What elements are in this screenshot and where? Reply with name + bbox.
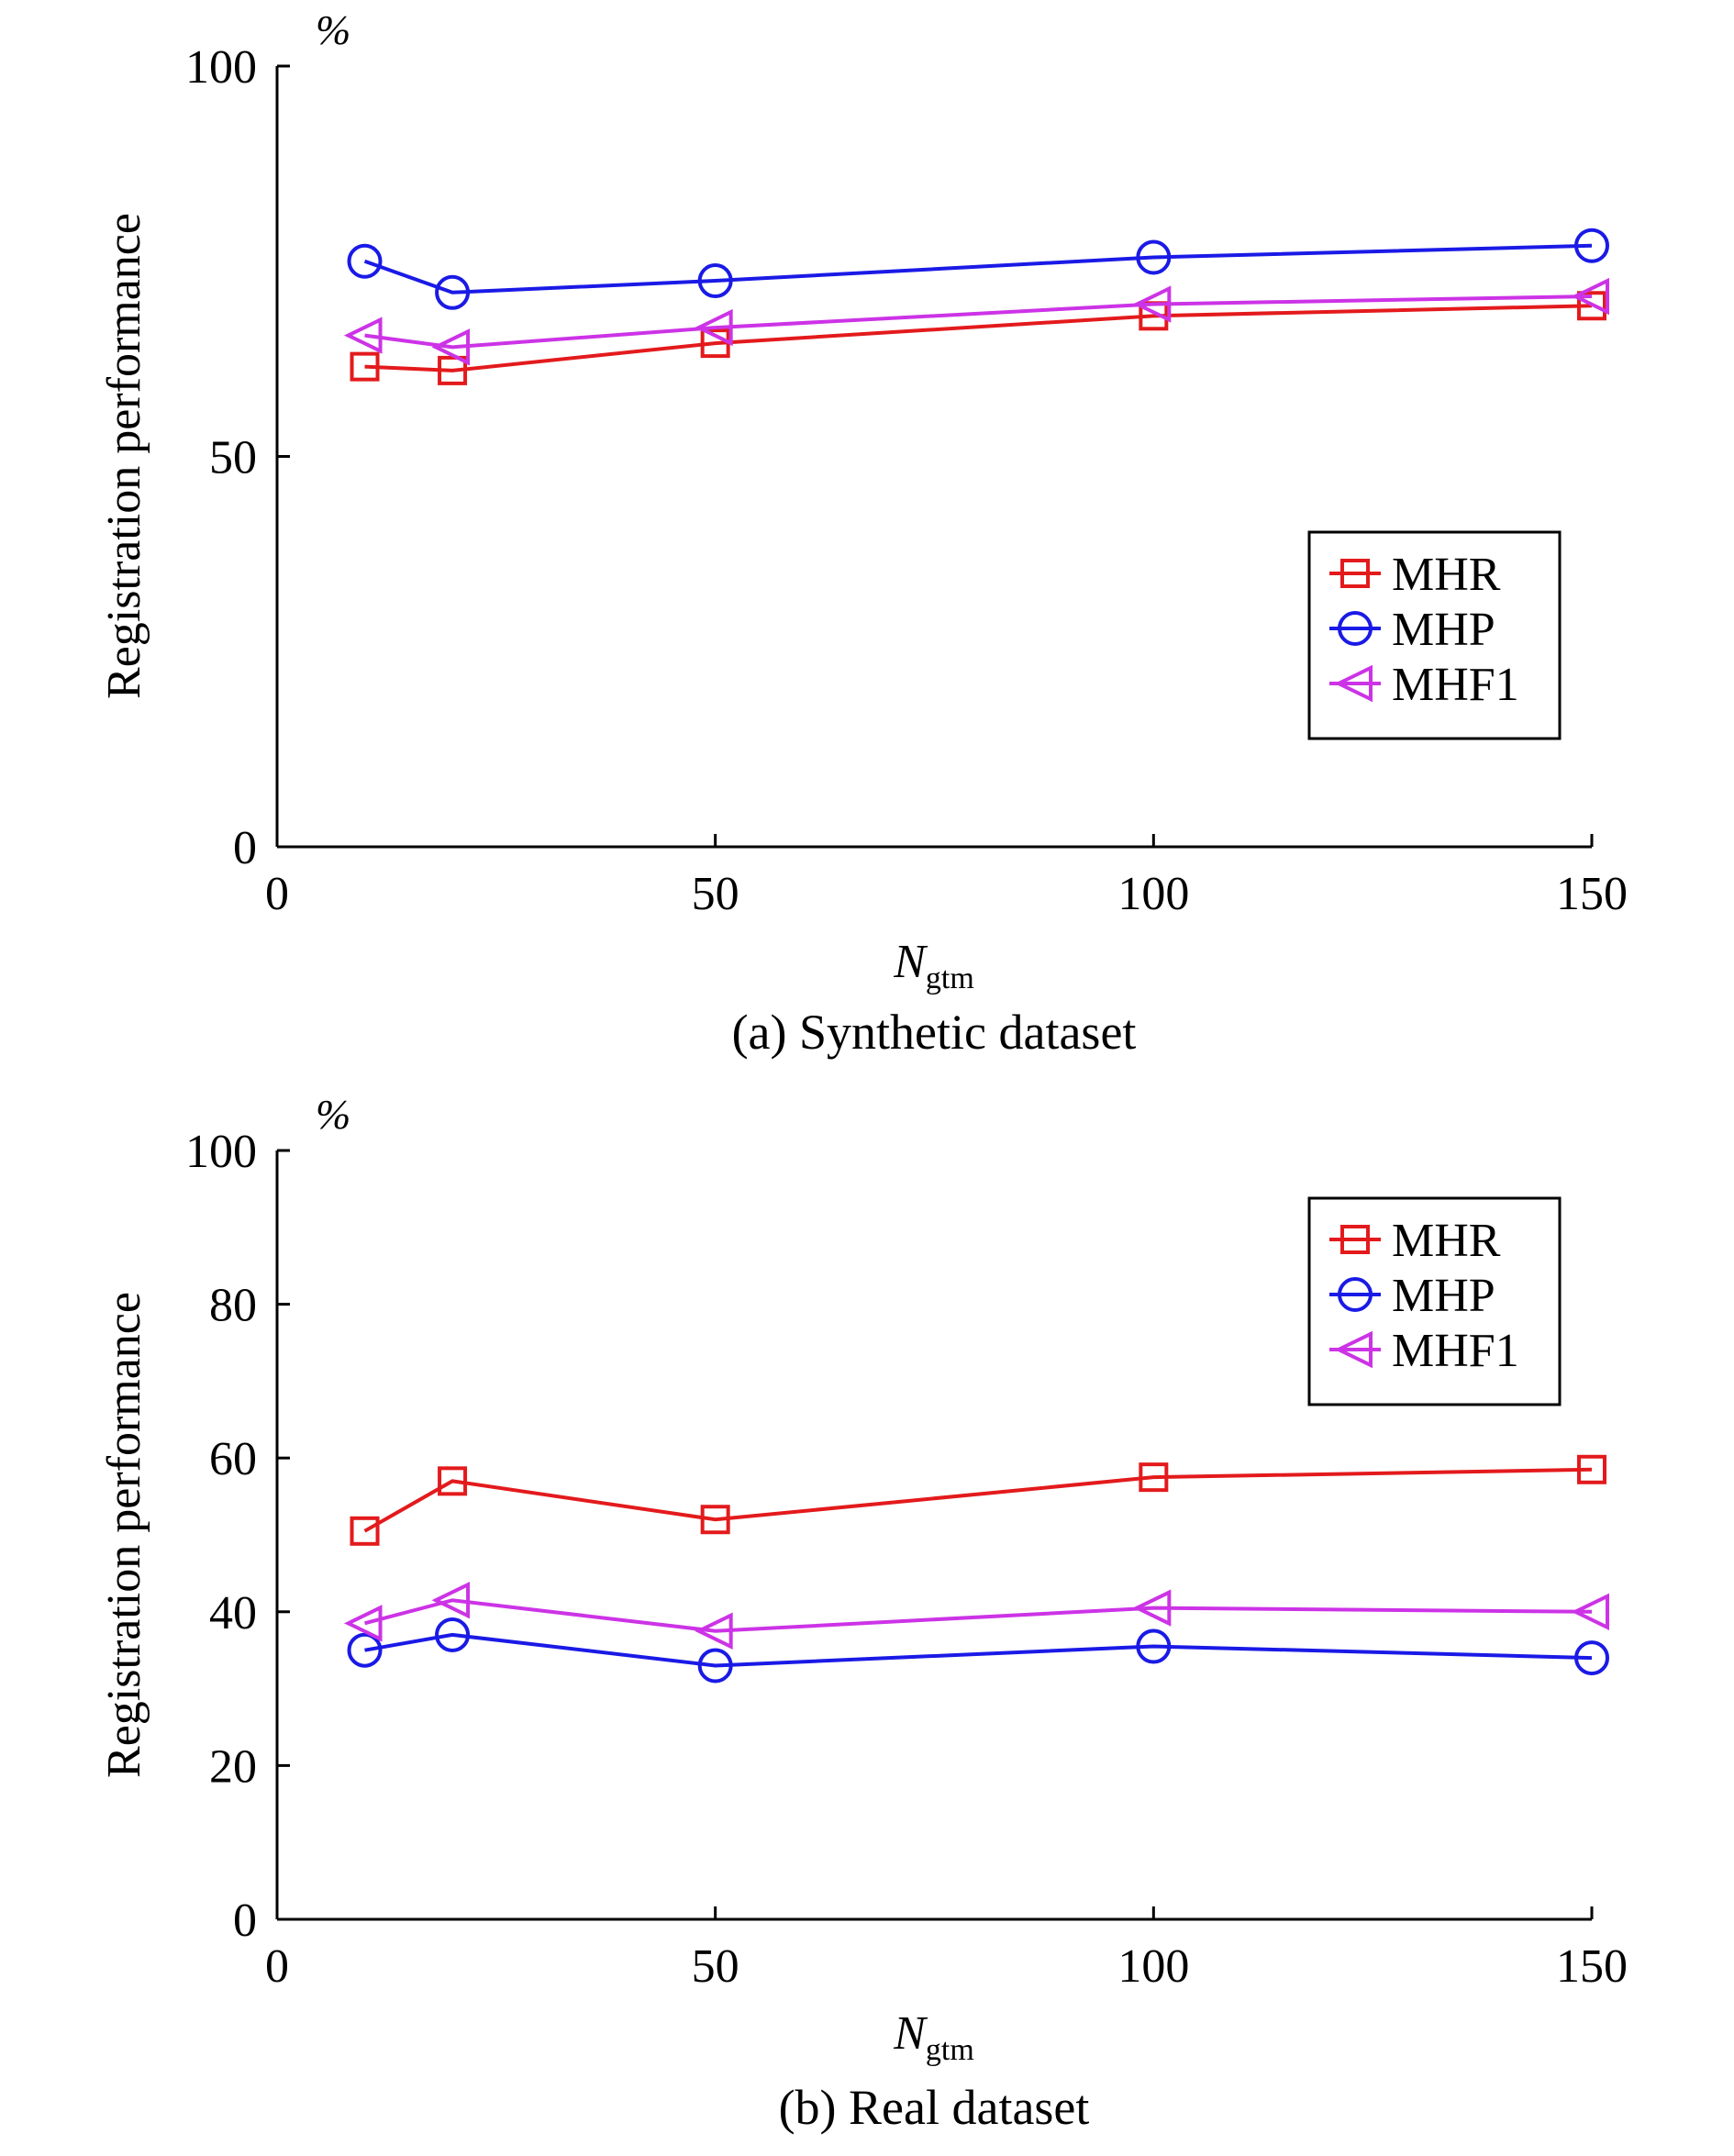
panel-caption: (a) Synthetic dataset xyxy=(732,1005,1137,1060)
data-point-mhf1 xyxy=(343,1605,383,1642)
series-line-mhr xyxy=(364,304,1593,372)
data-point-mhp xyxy=(1136,1628,1172,1664)
y-tick-label: 50 xyxy=(209,432,257,484)
x-axis-label-sub: gtm xyxy=(926,2033,974,2067)
series-mhp xyxy=(347,228,1609,310)
data-point-mhp xyxy=(435,274,471,310)
data-point-mhf1 xyxy=(1571,277,1609,316)
x-axis-label: Ngtm xyxy=(893,2007,974,2067)
x-tick-label: 0 xyxy=(265,868,289,920)
legend-marker-mhr xyxy=(1340,559,1370,588)
series-mhf1 xyxy=(343,1582,1609,1650)
x-axis-label-main: N xyxy=(893,2007,928,2060)
legend-label-mhp: MHP xyxy=(1392,604,1495,656)
data-point-mhp xyxy=(1136,239,1172,275)
data-point-mhr xyxy=(438,355,468,385)
legend-marker-mhp xyxy=(1338,1277,1373,1312)
series-line-mhr xyxy=(363,1467,1593,1533)
panel-caption: (b) Real dataset xyxy=(779,2080,1090,2135)
y-tick-label: 0 xyxy=(233,822,257,874)
y-tick-label: 40 xyxy=(209,1587,257,1639)
series-line-mhf1 xyxy=(364,1598,1593,1633)
data-point-mhr xyxy=(1577,291,1606,321)
data-point-mhr xyxy=(350,351,380,382)
data-point-mhf1 xyxy=(343,317,383,354)
legend-marker-mhp xyxy=(1338,611,1373,646)
series-line-mhp xyxy=(364,1632,1593,1668)
data-point-mhf1 xyxy=(1132,285,1172,323)
unit-label: % xyxy=(316,1091,350,1138)
data-point-mhp xyxy=(697,263,733,299)
series-mhp xyxy=(347,1617,1609,1684)
y-tick-label: 100 xyxy=(185,41,257,94)
y-tick-label: 60 xyxy=(209,1433,257,1485)
series-mhr xyxy=(350,291,1606,385)
data-point-mhf1 xyxy=(1571,1593,1609,1630)
data-point-mhr xyxy=(700,1505,730,1535)
legend-label-mhr: MHR xyxy=(1392,549,1501,601)
data-point-mhp xyxy=(347,243,383,279)
x-axis-label: Ngtm xyxy=(893,936,974,995)
x-tick-label: 100 xyxy=(1117,1940,1189,1993)
data-point-mhp xyxy=(1574,1640,1609,1676)
data-point-mhf1 xyxy=(431,328,471,366)
legend-marker-mhf1 xyxy=(1334,1330,1373,1369)
data-point-mhp xyxy=(347,1632,383,1668)
x-tick-label: 150 xyxy=(1556,1940,1628,1993)
legend-label-mhp: MHP xyxy=(1392,1270,1495,1322)
x-tick-label: 50 xyxy=(692,1940,739,1993)
unit-label: % xyxy=(316,6,350,53)
y-tick-label: 20 xyxy=(209,1740,257,1793)
series-mhr xyxy=(350,1454,1606,1546)
legend-box xyxy=(1307,530,1562,740)
data-point-mhr xyxy=(1139,1462,1169,1493)
series-mhf1 xyxy=(343,277,1609,366)
panel-real-dataset: 0 20 40 60 80 100 0 50 100 150% Registration perfo… xyxy=(98,1091,1628,2135)
x-tick-label: 150 xyxy=(1556,868,1628,920)
legend-marker-mhf1 xyxy=(1334,664,1373,703)
y-tick-label: 0 xyxy=(233,1895,257,1947)
data-point-mhf1 xyxy=(695,1612,733,1650)
y-axis-label: Registration performance xyxy=(98,213,150,699)
series-line-mhf1 xyxy=(364,295,1593,350)
data-point-mhf1 xyxy=(1132,1589,1172,1627)
data-point-mhr xyxy=(350,1516,380,1546)
panel-synthetic-dataset: 0 50 100 0 50 100 150% Registration performance… xyxy=(98,6,1628,1060)
x-tick-label: 50 xyxy=(692,868,739,920)
legend-label-mhf1: MHF1 xyxy=(1392,1325,1519,1377)
data-point-mhp xyxy=(435,1617,471,1652)
data-point-mhp xyxy=(1574,228,1609,263)
data-point-mhr xyxy=(438,1466,468,1496)
x-axis-label-sub: gtm xyxy=(926,961,974,995)
legend-marker-mhr xyxy=(1340,1225,1370,1254)
data-point-mhf1 xyxy=(431,1582,471,1619)
y-tick-label: 80 xyxy=(209,1280,257,1332)
x-tick-label: 100 xyxy=(1117,868,1189,920)
data-point-mhr xyxy=(1577,1454,1606,1484)
legend-box xyxy=(1307,1196,1562,1406)
y-axis-label: Registration performance xyxy=(98,1292,150,1778)
y-tick-label: 100 xyxy=(185,1126,257,1178)
series-line-mhp xyxy=(363,243,1593,295)
x-tick-label: 0 xyxy=(265,1940,289,1993)
data-point-mhf1 xyxy=(695,308,733,347)
legend-label-mhr: MHR xyxy=(1392,1215,1501,1267)
x-axis-label-main: N xyxy=(893,936,928,988)
data-point-mhp xyxy=(697,1648,733,1684)
legend-label-mhf1: MHF1 xyxy=(1392,659,1519,711)
